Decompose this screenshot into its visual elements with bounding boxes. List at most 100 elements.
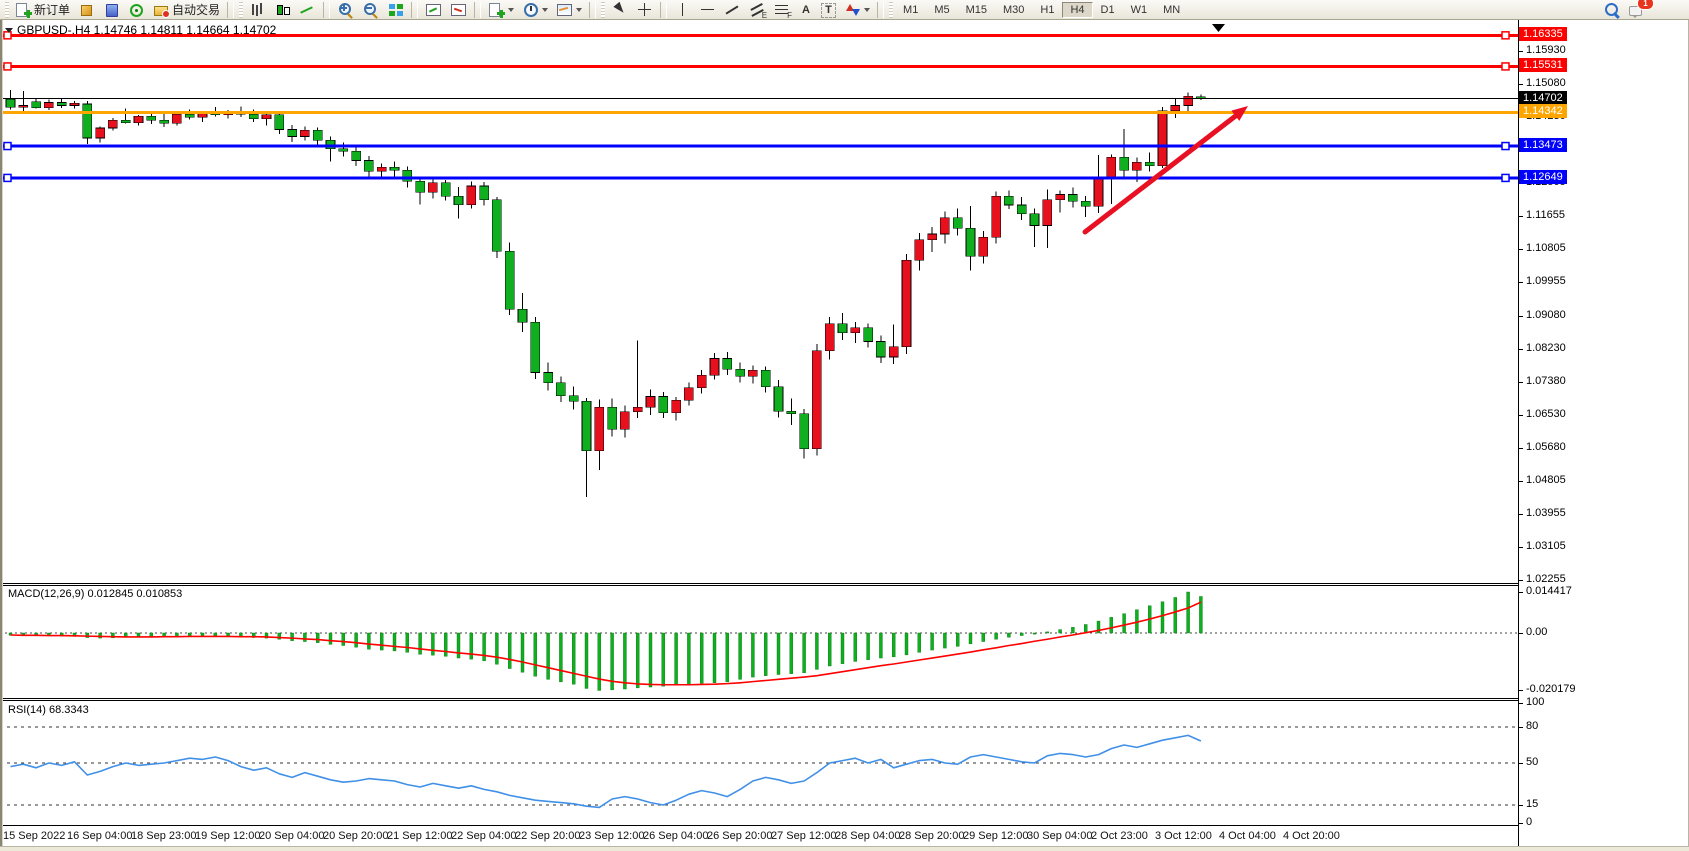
signals-button[interactable] [124,0,149,20]
fibonacci-tool-button[interactable]: F [770,0,795,20]
macd-histogram-bar [444,632,448,657]
candle [837,323,848,333]
price-tick-label: 1.03105 [1526,540,1566,553]
axis-tick [1518,690,1523,692]
toolbar-grip[interactable] [239,1,244,18]
search-button[interactable] [1599,0,1624,20]
timeframe-button-m1[interactable]: M1 [903,3,919,16]
timeframe-button-d1[interactable]: D1 [1100,3,1115,16]
chart-menu-caret-icon[interactable] [5,28,13,33]
pivot-price-label: 1.14342 [1519,104,1567,119]
macd-histogram-bar [994,632,998,640]
candle [1080,200,1091,207]
auto-scroll-button[interactable] [421,0,446,20]
date-label: 23 Sep 12:00 [579,830,645,842]
fibo-letter: F [787,10,793,20]
timeframe-button-h4[interactable]: H4 [1062,1,1093,18]
support-line-handle[interactable] [3,141,12,151]
candle [850,327,861,333]
resistance-line-handle[interactable] [3,62,12,71]
timeframe-button-m15[interactable]: M15 [965,3,987,16]
timeframe-button-w1[interactable]: W1 [1130,3,1148,16]
macd-tick-label: -0.020179 [1526,683,1576,696]
search-icon [1603,2,1620,18]
horizontal-line-tool-button[interactable] [695,0,720,20]
zoom-in-button[interactable] [333,0,358,20]
bar-chart-button[interactable] [245,0,270,20]
chart-canvas[interactable] [0,20,1518,846]
macd-histogram-bar [405,632,409,653]
macd-histogram-bar [956,632,960,647]
new-order-button[interactable]: 新订单 [11,0,74,20]
axis-tick [1518,591,1523,593]
candle [658,396,669,414]
macd-histogram-bar [290,632,294,641]
templates-menu-button[interactable] [552,0,586,20]
line-chart-button[interactable] [295,0,320,20]
tile-windows-button[interactable] [383,0,408,20]
candle [1119,157,1129,171]
support-line-handle[interactable] [3,173,12,183]
chart-shift-button[interactable] [446,0,471,20]
axis-tick [1518,447,1523,449]
support-line-handle[interactable] [1501,141,1510,151]
candle [159,119,169,124]
timeframe-button-mn[interactable]: MN [1163,3,1181,16]
macd-histogram-bar [904,632,909,656]
toolbar-grip[interactable] [889,1,894,18]
axis-tick [1518,381,1523,383]
autotrading-button[interactable]: 自动交易 [149,0,224,20]
price-tick-label: 1.09080 [1526,308,1566,321]
vertical-line-tool-button[interactable] [670,0,695,20]
toolbar-grip[interactable] [601,1,606,18]
chart-shift-marker[interactable] [1212,24,1225,32]
macd-histogram-bar [1007,632,1011,638]
candle [594,406,605,451]
crosshair-tool-button[interactable] [632,0,657,20]
macd-histogram-bar [1109,617,1114,634]
trend-arrow[interactable] [1082,108,1245,235]
strategy-navigator-button[interactable] [99,0,124,20]
timeframe-button-m5[interactable]: M5 [934,3,950,16]
trendline-tool-button[interactable] [720,0,745,20]
candle [709,358,720,376]
arrows-tool-button[interactable] [840,0,874,20]
support-line-handle[interactable] [1501,173,1510,183]
timeframe-button-h1[interactable]: H1 [1040,3,1055,16]
notifications-button[interactable]: 1 [1624,0,1654,20]
cursor-icon [611,2,628,18]
price-tick-label: 1.07380 [1526,374,1566,387]
channel-tool-button[interactable]: E [745,0,770,20]
candle [786,410,797,415]
toolbar-grip[interactable] [5,1,9,18]
market-watch-button[interactable] [74,0,99,20]
macd-histogram-bar [520,632,525,673]
candle [1004,195,1014,206]
chevron-down-icon [576,7,583,12]
candle [1029,213,1040,226]
text-label-tool-button[interactable]: T [817,0,840,20]
candlestick-chart-button[interactable] [270,0,295,20]
zoom-out-button[interactable] [358,0,383,20]
timeframe-button-m30[interactable]: M30 [1003,3,1025,16]
vertical-line-icon [674,2,691,18]
macd-histogram-bar [892,632,896,658]
resistance-line-handle[interactable] [1501,31,1510,40]
macd-histogram-bar [943,632,947,649]
resistance-line-handle[interactable] [1501,62,1510,71]
indicators-menu-button[interactable] [484,0,518,20]
cursor-tool-button[interactable] [607,0,632,20]
trend-arrow-head[interactable] [1231,106,1248,121]
text-tool-button[interactable]: A [795,0,817,20]
candle [31,101,41,109]
candle [517,309,528,323]
price-tick-label: 1.09955 [1526,275,1566,288]
candle [492,199,502,252]
macd-histogram-bar [853,632,857,662]
periods-menu-button[interactable] [518,0,552,20]
candle [773,386,784,412]
macd-histogram-bar [341,632,345,646]
candle [1093,176,1104,207]
autotrading-label: 自动交易 [172,3,221,17]
